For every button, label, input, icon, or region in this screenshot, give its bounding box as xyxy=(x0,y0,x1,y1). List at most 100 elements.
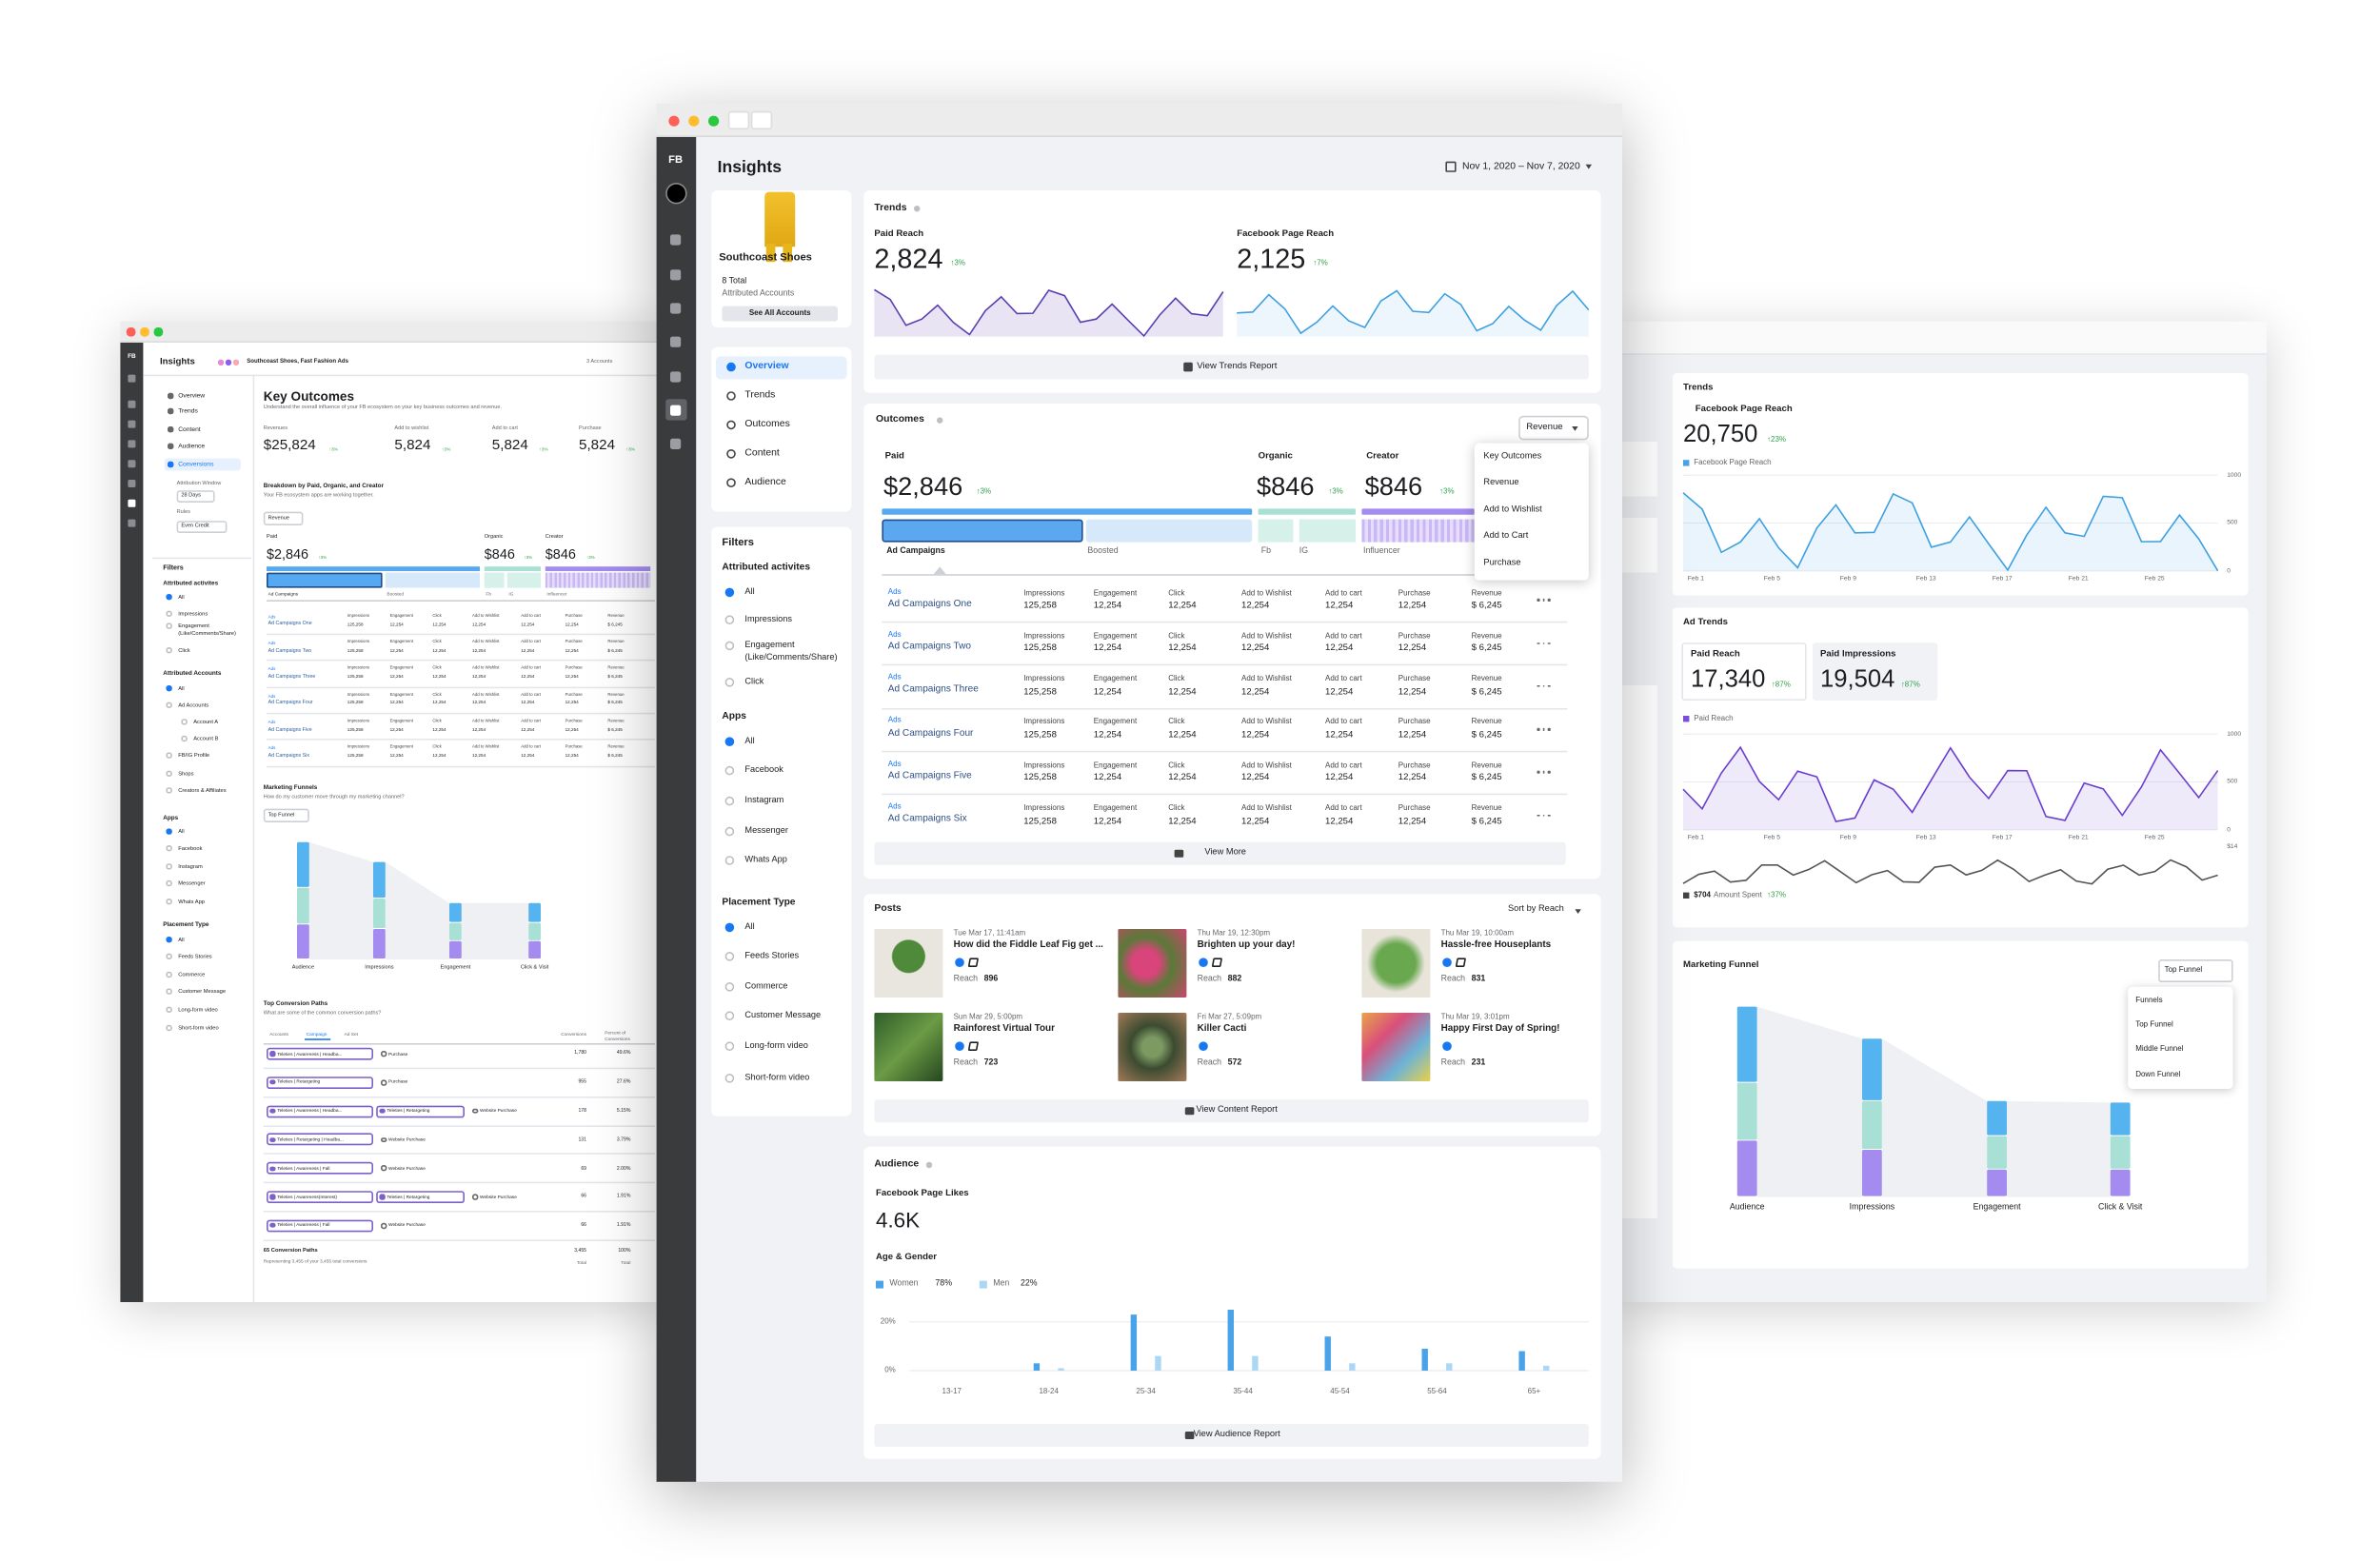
menu-item[interactable]: Purchase xyxy=(1483,559,1521,568)
date-range[interactable]: Nov 1, 2020 – Nov 7, 2020 xyxy=(1462,161,1580,172)
filter-option[interactable]: Whats App xyxy=(178,899,206,905)
menu-item[interactable]: Down Funnel xyxy=(2135,1070,2181,1079)
filter-option[interactable]: Account B xyxy=(193,736,219,742)
filter-option[interactable]: Customer Message xyxy=(178,988,227,996)
filter-option[interactable]: All xyxy=(178,594,185,601)
sidebar-icon[interactable] xyxy=(128,499,136,507)
filter-option[interactable]: Feeds Stories xyxy=(178,953,212,960)
sidebar-icon[interactable] xyxy=(670,268,682,280)
sidebar-icon[interactable] xyxy=(670,335,682,346)
filter-option[interactable]: Facebook xyxy=(178,845,203,852)
nav-item[interactable]: Outcomes xyxy=(744,418,790,429)
post-title[interactable]: How did the Fiddle Leaf Fig get ... xyxy=(953,939,1103,951)
post-image[interactable] xyxy=(1361,1013,1431,1081)
dropdown[interactable] xyxy=(263,511,304,525)
tab[interactable]: Ad Set xyxy=(344,1030,359,1037)
button-label[interactable]: View Content Report xyxy=(1196,1105,1278,1115)
tab[interactable]: Campaign xyxy=(306,1030,327,1037)
filter-option[interactable]: Long-form video xyxy=(744,1041,808,1052)
dropdown[interactable] xyxy=(176,490,215,503)
post-title[interactable]: Hassle-free Houseplants xyxy=(1440,939,1552,951)
post-image[interactable] xyxy=(1361,929,1431,998)
filter-option[interactable]: Facebook xyxy=(744,765,783,776)
sidebar-icon[interactable] xyxy=(670,438,682,449)
filter-option[interactable]: Messenger xyxy=(178,880,206,887)
nav-item[interactable]: Content xyxy=(744,447,780,459)
post-image[interactable] xyxy=(874,929,943,998)
post-title[interactable]: Rainforest Virtual Tour xyxy=(953,1023,1055,1035)
post-title[interactable]: Killer Cacti xyxy=(1197,1023,1247,1035)
menu-item[interactable]: Revenue xyxy=(1483,478,1519,488)
filter-option[interactable]: Shops xyxy=(178,770,194,778)
sidebar-icon[interactable] xyxy=(128,400,136,408)
button[interactable] xyxy=(874,1099,1589,1123)
filter-option[interactable]: Account A xyxy=(193,719,219,725)
dropdown[interactable] xyxy=(176,521,228,533)
nav-item[interactable]: Conversions xyxy=(178,460,214,468)
dropdown[interactable] xyxy=(263,808,309,822)
sidebar-icon[interactable] xyxy=(128,519,136,527)
segment[interactable] xyxy=(506,572,541,588)
tab[interactable]: Accounts xyxy=(269,1030,288,1037)
filter-option[interactable]: Impressions xyxy=(744,615,792,625)
menu-item[interactable]: Add to Cart xyxy=(1483,531,1529,542)
nav-item[interactable]: Trends xyxy=(744,389,776,401)
segment[interactable] xyxy=(1361,519,1475,543)
filter-option[interactable]: Engagement (Like/Comments/Share) xyxy=(178,622,236,637)
filter-option[interactable]: All xyxy=(178,685,185,692)
filter-option[interactable]: All xyxy=(178,828,185,836)
menu-item[interactable]: Add to Wishlist xyxy=(1483,505,1542,515)
button-label[interactable]: See All Accounts xyxy=(748,308,811,318)
filter-option[interactable]: All xyxy=(744,922,755,933)
sidebar-icon[interactable] xyxy=(670,404,682,415)
sidebar-icon[interactable] xyxy=(128,480,136,487)
button-label[interactable]: View Trends Report xyxy=(1197,362,1278,372)
sidebar-icon[interactable] xyxy=(128,460,136,468)
nav-item[interactable]: Audience xyxy=(744,476,786,487)
filter-option[interactable]: Commerce xyxy=(744,982,788,992)
segment[interactable] xyxy=(545,572,651,588)
segment[interactable] xyxy=(267,572,383,588)
sidebar-icon[interactable] xyxy=(670,302,682,313)
segment[interactable] xyxy=(484,572,505,588)
sidebar-icon[interactable] xyxy=(670,233,682,245)
sidebar-icon[interactable] xyxy=(128,420,136,428)
segment[interactable] xyxy=(1299,519,1356,543)
button[interactable] xyxy=(874,841,1566,865)
segment[interactable] xyxy=(385,572,480,588)
back-button[interactable] xyxy=(727,110,750,129)
sort-dropdown[interactable]: Sort by Reach xyxy=(1508,904,1564,915)
post-image[interactable] xyxy=(1118,929,1187,998)
segment[interactable] xyxy=(1258,519,1294,543)
label[interactable]: Revenue xyxy=(1526,423,1563,433)
post-title[interactable]: Happy First Day of Spring! xyxy=(1440,1023,1560,1035)
nav-item[interactable]: Overview xyxy=(744,360,789,371)
post-image[interactable] xyxy=(874,1013,943,1081)
sidebar-icon[interactable] xyxy=(670,370,682,382)
nav-item[interactable]: Overview xyxy=(178,391,206,400)
filter-option[interactable]: FB/IG Profile xyxy=(178,752,210,760)
sidebar-icon[interactable] xyxy=(128,374,136,383)
menu-item[interactable]: Key Outcomes xyxy=(1483,452,1542,462)
filter-option[interactable]: Messenger xyxy=(744,826,788,837)
post-title[interactable]: Brighten up your day! xyxy=(1197,939,1296,951)
filter-option[interactable]: Short-form video xyxy=(744,1074,810,1083)
button[interactable] xyxy=(874,354,1589,379)
dropdown[interactable] xyxy=(1518,415,1589,441)
filter-option[interactable]: Ad Accounts xyxy=(178,701,209,709)
button-label[interactable]: View Audience Report xyxy=(1193,1429,1280,1439)
filter-option[interactable]: All xyxy=(744,587,755,598)
filter-option[interactable]: Instagram xyxy=(744,796,784,806)
nav-item[interactable]: Content xyxy=(178,425,201,433)
nav-item[interactable]: Audience xyxy=(178,441,206,449)
forward-button[interactable] xyxy=(750,110,773,129)
button-label[interactable]: View More xyxy=(1204,847,1246,858)
button[interactable] xyxy=(722,306,838,322)
segment[interactable] xyxy=(882,519,1083,543)
sidebar-icon[interactable] xyxy=(128,440,136,448)
menu-item[interactable]: Middle Funnel xyxy=(2135,1043,2184,1054)
filter-option[interactable]: Long-form video xyxy=(178,1006,218,1014)
filter-option[interactable]: Click xyxy=(744,678,764,687)
filter-option[interactable]: Commerce xyxy=(178,972,206,978)
segment[interactable] xyxy=(1085,519,1253,543)
